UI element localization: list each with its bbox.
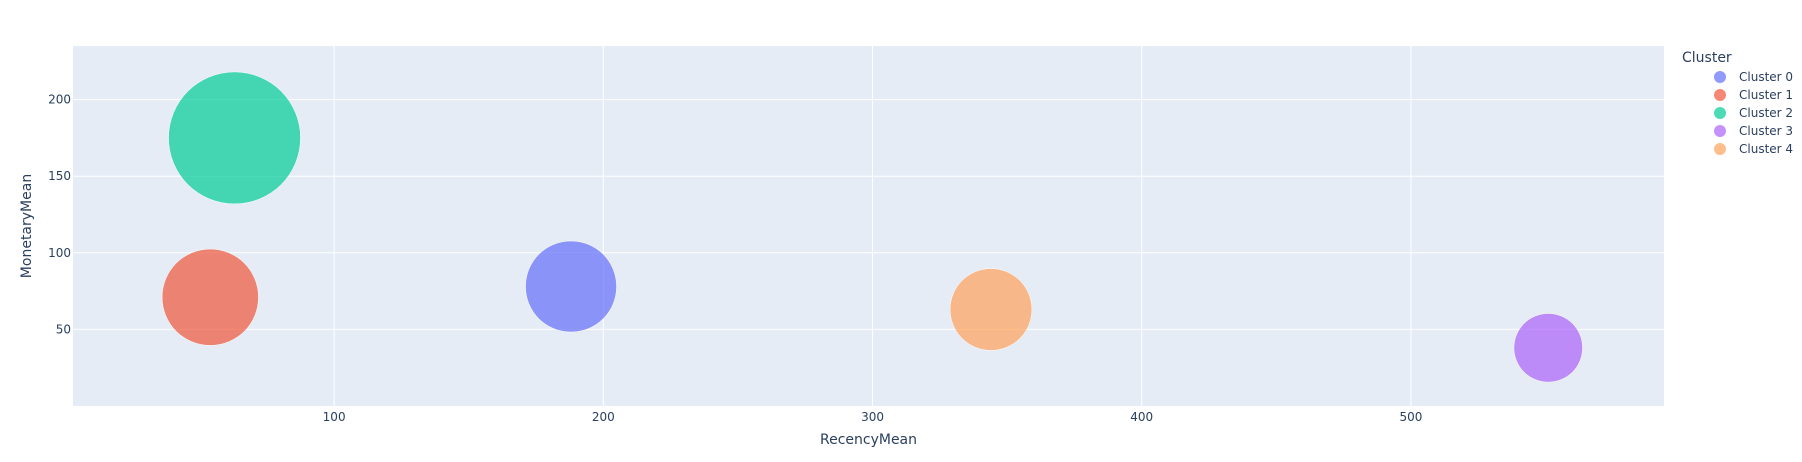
legend-marker: [1714, 143, 1726, 155]
legend-item-cluster-3[interactable]: Cluster 3: [1714, 124, 1793, 138]
legend-marker: [1714, 125, 1726, 137]
y-axis-ticks: 50 100 150 200: [48, 93, 71, 337]
legend-item-cluster-0[interactable]: Cluster 0: [1714, 70, 1793, 84]
y-tick-label: 50: [56, 322, 71, 336]
bubbles: [161, 71, 1583, 383]
legend-marker: [1714, 71, 1726, 83]
y-tick-label: 150: [48, 169, 71, 183]
x-tick-label: 400: [1130, 410, 1153, 424]
legend-label: Cluster 2: [1739, 106, 1793, 120]
legend-label: Cluster 1: [1739, 88, 1793, 102]
legend-title: Cluster: [1682, 50, 1732, 66]
grid-lines: [73, 46, 1664, 406]
x-tick-label: 100: [323, 410, 346, 424]
legend-label: Cluster 4: [1739, 142, 1793, 156]
y-tick-label: 100: [48, 246, 71, 260]
bubble-cluster-2[interactable]: [168, 71, 301, 205]
plot-area: [73, 46, 1664, 406]
legend-marker: [1714, 89, 1726, 101]
y-axis-title: MonetaryMean: [19, 174, 35, 278]
x-axis-ticks: 100 200 300 400 500: [323, 410, 1423, 424]
x-axis-title: RecencyMean: [820, 432, 917, 448]
x-tick-label: 200: [592, 410, 615, 424]
legend-label: Cluster 3: [1739, 124, 1793, 138]
bubble-cluster-4[interactable]: [949, 268, 1033, 351]
y-tick-label: 200: [48, 93, 71, 107]
bubble-cluster-0[interactable]: [525, 240, 617, 333]
legend-item-cluster-2[interactable]: Cluster 2: [1714, 106, 1793, 120]
bubble-cluster-3[interactable]: [1513, 313, 1583, 383]
legend-label: Cluster 0: [1739, 70, 1793, 84]
legend-marker: [1714, 107, 1726, 119]
legend-item-cluster-1[interactable]: Cluster 1: [1714, 88, 1793, 102]
legend[interactable]: Cluster Cluster 0 Cluster 1 Cluster 2 Clust…: [1682, 50, 1793, 156]
legend-item-cluster-4[interactable]: Cluster 4: [1714, 142, 1793, 156]
x-tick-label: 300: [861, 410, 884, 424]
x-tick-label: 500: [1399, 410, 1422, 424]
bubble-cluster-1[interactable]: [161, 248, 259, 346]
